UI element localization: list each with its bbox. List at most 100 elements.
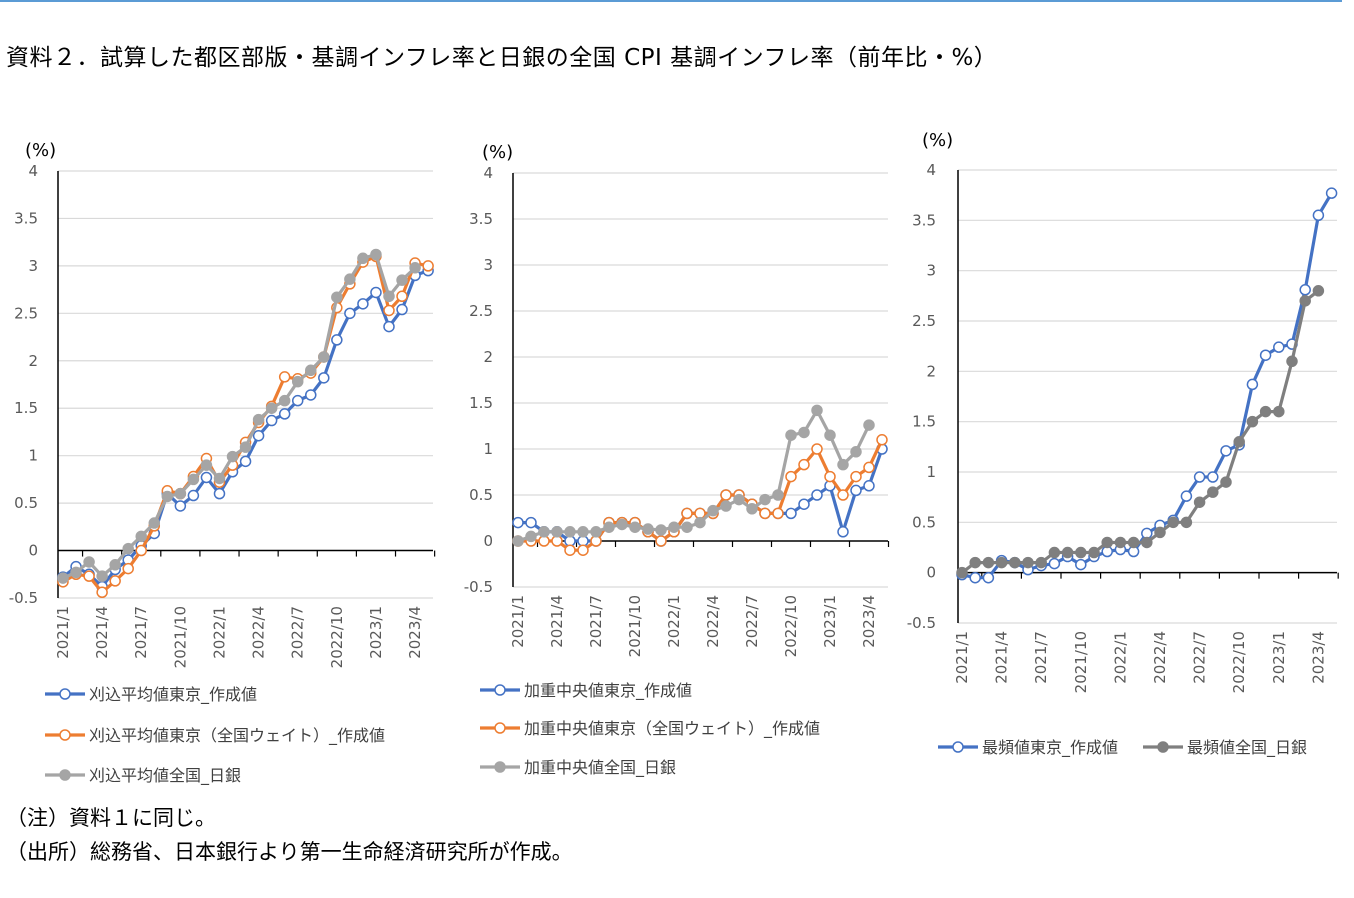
y-tick-label: 0.5	[14, 494, 38, 512]
data-point	[1246, 415, 1259, 428]
x-tick-label: 2021/10	[171, 606, 189, 668]
y-tick-label: 1	[926, 463, 936, 481]
data-point	[396, 303, 408, 316]
legend-label: 刈込平均値東京_作成値	[89, 685, 257, 705]
x-tick-label: 2021/4	[93, 606, 111, 659]
data-point	[213, 472, 226, 485]
legend-label: 加重中央値全国_日銀	[524, 758, 676, 778]
chart-3: -0.5 0 0.5 1 1.5 2 2.5 3 3.5 4 (%) 2021/1 2021/4 2021…	[907, 130, 1339, 758]
data-point	[1075, 546, 1087, 559]
data-point	[370, 248, 382, 261]
x-tick-label: 2021/7	[1032, 631, 1050, 684]
y-tick-label: 3	[483, 256, 493, 274]
data-point	[1220, 476, 1232, 488]
data-point	[344, 307, 356, 320]
data-point	[1114, 536, 1127, 549]
data-point	[1009, 556, 1021, 569]
legend-item: 最頻値全国_日銀	[1143, 738, 1307, 758]
y-axis-unit-label: (%)	[25, 140, 56, 161]
data-point	[837, 526, 849, 538]
data-point	[1048, 557, 1061, 570]
series-2	[512, 434, 888, 556]
data-point	[564, 544, 576, 556]
legend-marker	[59, 769, 71, 781]
data-point	[837, 458, 849, 471]
legend-label: 加重中央値東京（全国ウェイト）_作成値	[524, 719, 820, 739]
data-point	[538, 526, 550, 538]
data-point	[655, 524, 667, 536]
legend-item: 刈込平均値東京_作成値	[45, 685, 257, 705]
data-point	[863, 480, 875, 492]
y-tick-label: 0.5	[469, 486, 493, 504]
data-point	[318, 372, 330, 384]
y-tick-label: 1.5	[912, 413, 936, 431]
data-point	[291, 375, 304, 388]
data-point	[642, 523, 654, 535]
legend-marker	[494, 761, 506, 773]
legend-label: 加重中央値東京_作成値	[524, 681, 692, 701]
series-1	[57, 264, 434, 593]
y-tick-label: 1	[28, 447, 38, 465]
data-point	[135, 544, 147, 557]
data-point	[655, 535, 667, 547]
data-point	[681, 521, 693, 533]
data-point	[96, 570, 108, 582]
y-tick-label: 2.5	[912, 312, 936, 330]
data-point	[850, 484, 862, 497]
y-tick-label: 4	[483, 164, 493, 182]
data-point	[213, 487, 226, 500]
x-tick-label: 2022/1	[665, 595, 683, 648]
data-point	[109, 559, 121, 571]
x-tick-label: 2022/7	[743, 595, 761, 648]
series-1	[956, 187, 1338, 584]
data-point	[122, 562, 134, 575]
data-point	[577, 544, 589, 556]
data-point	[109, 575, 121, 587]
data-point	[837, 489, 849, 501]
data-point	[1299, 295, 1311, 307]
y-tick-label: 1	[483, 440, 493, 458]
data-point	[811, 489, 823, 501]
data-point	[811, 443, 823, 455]
data-point	[1299, 284, 1311, 296]
data-point	[564, 526, 576, 538]
legend-label: 刈込平均値全国_日銀	[89, 766, 241, 786]
data-point	[1193, 471, 1206, 483]
x-tick-label: 2023/1	[367, 606, 385, 659]
data-point	[759, 507, 771, 520]
data-point	[681, 507, 693, 520]
data-point	[1154, 526, 1166, 539]
legend-label: 最頻値東京_作成値	[982, 738, 1118, 758]
data-point	[668, 521, 680, 533]
legend-item: 刈込平均値東京（全国ウェイト）_作成値	[45, 726, 385, 746]
series-2	[57, 250, 434, 599]
legend-label: 最頻値全国_日銀	[1187, 738, 1307, 758]
x-tick-label: 2021/10	[626, 595, 644, 657]
x-tick-label: 2021/1	[953, 631, 971, 684]
data-point	[383, 304, 395, 317]
data-point	[1286, 355, 1298, 368]
data-point	[396, 290, 408, 303]
y-tick-label: 2	[483, 348, 493, 366]
legend-item: 最頻値東京_作成値	[938, 738, 1118, 758]
y-tick-label: 0	[28, 542, 38, 560]
data-point	[252, 429, 265, 442]
data-point	[1325, 187, 1338, 199]
y-tick-label: -0.5	[907, 614, 936, 632]
data-point	[187, 489, 200, 502]
data-point	[305, 364, 317, 377]
data-point	[969, 556, 981, 569]
series-line	[517, 408, 871, 543]
legend-marker	[494, 722, 506, 734]
series-line	[961, 192, 1333, 580]
data-point	[603, 521, 615, 533]
legend-marker	[59, 729, 71, 741]
data-point	[1312, 209, 1325, 222]
data-point	[759, 493, 771, 506]
x-tick-label: 2022/4	[704, 595, 722, 648]
data-point	[590, 526, 602, 538]
data-point	[1273, 405, 1285, 418]
data-point	[995, 556, 1008, 569]
data-point	[798, 458, 810, 471]
